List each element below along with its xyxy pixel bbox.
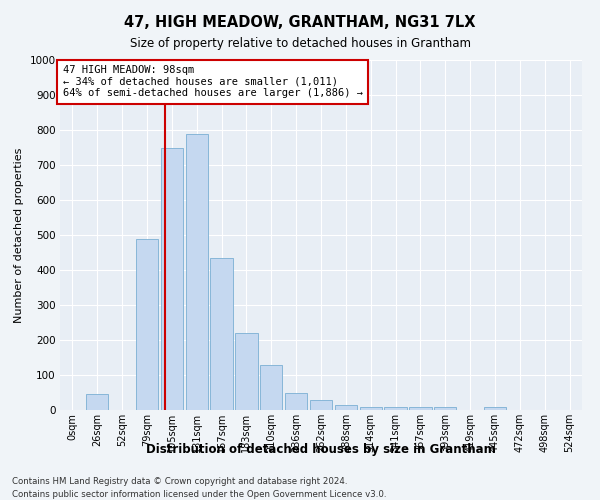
- Text: Contains public sector information licensed under the Open Government Licence v3: Contains public sector information licen…: [12, 490, 386, 499]
- Bar: [359, 406, 382, 410]
- Text: 47 HIGH MEADOW: 98sqm
← 34% of detached houses are smaller (1,011)
64% of semi-d: 47 HIGH MEADOW: 98sqm ← 34% of detached …: [62, 66, 362, 98]
- Bar: [310, 400, 332, 410]
- Bar: [409, 407, 431, 410]
- Text: Contains HM Land Registry data © Crown copyright and database right 2024.: Contains HM Land Registry data © Crown c…: [12, 478, 347, 486]
- Text: 47, HIGH MEADOW, GRANTHAM, NG31 7LX: 47, HIGH MEADOW, GRANTHAM, NG31 7LX: [124, 15, 476, 30]
- Bar: [434, 407, 457, 410]
- Bar: [285, 392, 307, 410]
- Bar: [235, 333, 257, 410]
- Bar: [260, 364, 283, 410]
- Bar: [161, 148, 183, 410]
- Bar: [484, 406, 506, 410]
- Y-axis label: Number of detached properties: Number of detached properties: [14, 148, 24, 322]
- Bar: [185, 134, 208, 410]
- Text: Distribution of detached houses by size in Grantham: Distribution of detached houses by size …: [146, 442, 496, 456]
- Bar: [136, 238, 158, 410]
- Bar: [335, 405, 357, 410]
- Bar: [385, 406, 407, 410]
- Text: Size of property relative to detached houses in Grantham: Size of property relative to detached ho…: [130, 38, 470, 51]
- Bar: [211, 258, 233, 410]
- Bar: [86, 394, 109, 410]
